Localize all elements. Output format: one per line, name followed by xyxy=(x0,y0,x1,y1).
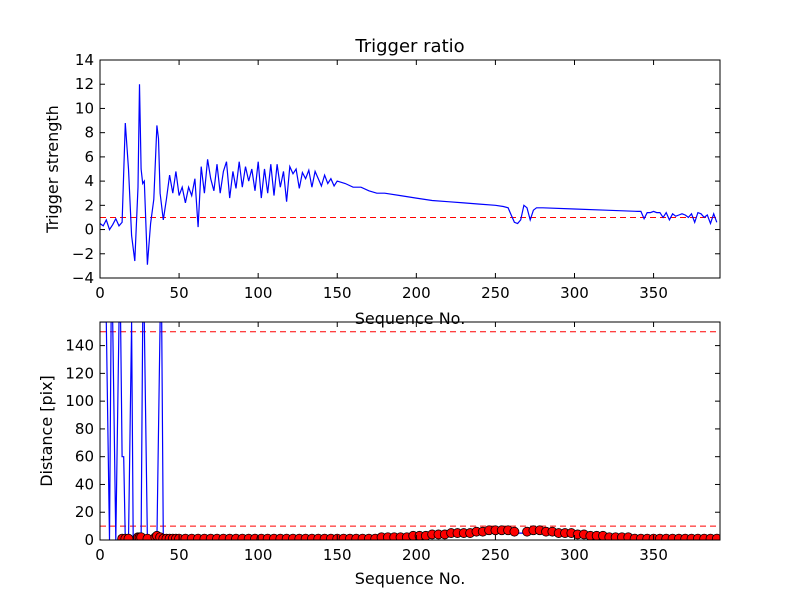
bottom-y-tick-label: 20 xyxy=(75,503,94,521)
bottom-x-tick-label: 200 xyxy=(402,546,431,564)
bottom-scatter-point xyxy=(711,533,720,540)
top-x-tick-label: 100 xyxy=(244,284,273,302)
top-y-tick-label: 6 xyxy=(84,148,94,166)
top-series-line xyxy=(100,84,718,265)
bottom-scatter-point xyxy=(509,526,520,537)
top-y-tick-label: −4 xyxy=(72,269,94,287)
top-chart-xlabel: Sequence No. xyxy=(355,309,466,328)
top-y-tick-label: 4 xyxy=(84,172,94,190)
top-chart-ylabel: Trigger strength xyxy=(43,105,62,234)
top-y-tick-label: 12 xyxy=(75,75,94,93)
top-x-tick-label: 50 xyxy=(170,284,189,302)
bottom-chart-xlabel: Sequence No. xyxy=(355,569,466,588)
top-y-tick-label: 2 xyxy=(84,196,94,214)
top-x-tick-label: 200 xyxy=(402,284,431,302)
bottom-x-tick-label: 250 xyxy=(481,546,510,564)
bottom-scatter-point xyxy=(123,533,134,540)
top-y-tick-label: 8 xyxy=(84,124,94,142)
top-x-tick-label: 350 xyxy=(639,284,668,302)
top-y-tick-label: 14 xyxy=(75,51,94,69)
top-y-tick-label: 0 xyxy=(84,221,94,239)
bottom-x-tick-label: 50 xyxy=(170,546,189,564)
bottom-y-tick-label: 140 xyxy=(65,337,94,355)
bottom-scatter-series xyxy=(117,525,720,540)
top-chart: Trigger ratio Sequence No. Trigger stren… xyxy=(43,36,721,328)
bottom-x-tick-label: 100 xyxy=(244,546,273,564)
top-axes-frame xyxy=(99,59,721,279)
bottom-y-tick-label: 100 xyxy=(65,392,94,410)
bottom-y-tick-label: 0 xyxy=(84,531,94,549)
bottom-plot-area: 0 50 100 150 200 250 300 350 0 20 40 60 80 100 120 140 xyxy=(65,321,721,564)
top-y-tick-label: 10 xyxy=(75,99,94,117)
top-x-tick-label: 150 xyxy=(323,284,352,302)
bottom-y-tick-label: 60 xyxy=(75,448,94,466)
top-x-tick-label: 300 xyxy=(560,284,589,302)
top-y-tick-label: −2 xyxy=(72,245,94,263)
top-x-tick-label: 0 xyxy=(95,284,105,302)
bottom-x-tick-label: 300 xyxy=(560,546,589,564)
bottom-chart: Sequence No. Distance [pix] 0 50 100 150 200… xyxy=(37,321,721,588)
top-plot-area: 0 50 100 150 200 250 300 350 −4 −2 0 2 4 6 8 10 12 14 xyxy=(72,51,721,302)
top-chart-title: Trigger ratio xyxy=(354,36,464,57)
bottom-chart-ylabel: Distance [pix] xyxy=(37,375,56,487)
bottom-y-tick-label: 80 xyxy=(75,420,94,438)
bottom-x-tick-label: 350 xyxy=(639,546,668,564)
bottom-y-tick-label: 40 xyxy=(75,475,94,493)
bottom-x-tick-label: 0 xyxy=(95,546,105,564)
bottom-axes-frame xyxy=(99,321,721,541)
top-x-tick-label: 250 xyxy=(481,284,510,302)
bottom-y-tick-label: 120 xyxy=(65,364,94,382)
bottom-x-tick-label: 150 xyxy=(323,546,352,564)
